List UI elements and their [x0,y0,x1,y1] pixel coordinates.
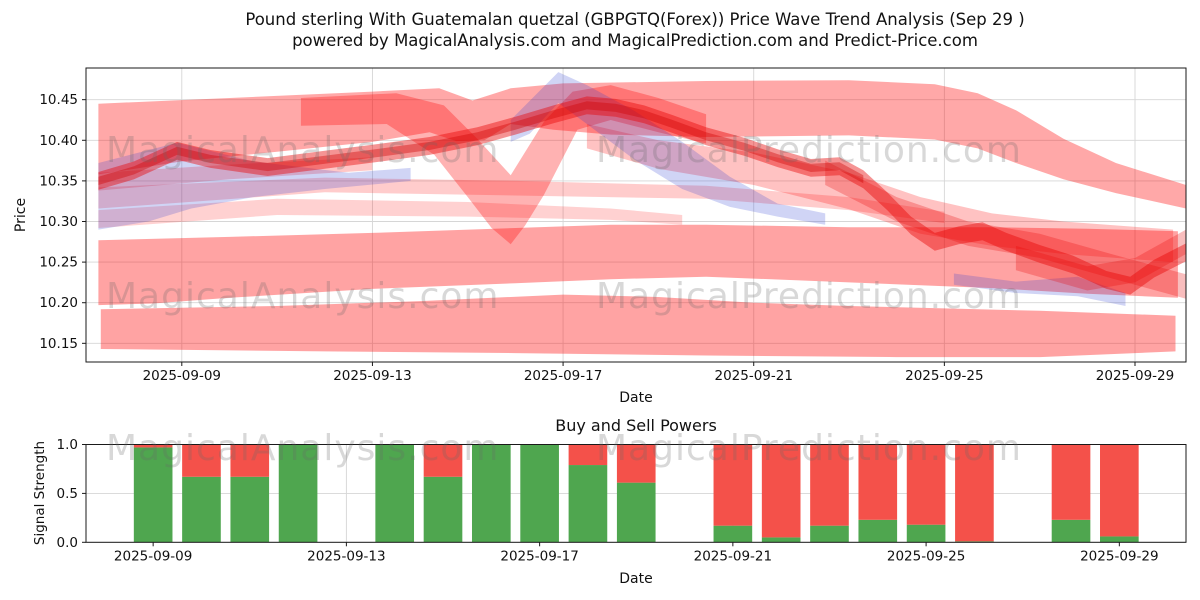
sell-power-bar [713,444,753,526]
cross-band-down [825,160,1186,299]
signal-axis-label: Signal Strength [32,440,48,546]
sell-power-bar [423,444,463,477]
sell-power-bar [761,444,801,538]
buy-power-bar [616,482,656,543]
signal-chart-title: Buy and Sell Powers [555,416,717,435]
buy-power-bar [471,444,511,543]
buy-power-bar [230,476,270,543]
x-tick-label: 2025-09-17 [500,548,578,564]
x-tick-label: 2025-09-29 [1080,548,1158,564]
sell-power-bar [568,444,608,466]
y-tick-label: 10.40 [39,133,78,149]
buy-power-bar [375,444,415,543]
price-chart-date-label: Date [619,390,653,406]
y-tick-label: 10.25 [39,255,78,271]
upper-forecast-band [98,80,1186,209]
watermark-analysis: MagicalAnalysis.com [106,276,500,317]
lower-band [100,294,1176,358]
buy-power-bar [520,444,559,543]
buy-power-bar [906,524,946,543]
x-tick-label: 2025-09-25 [887,548,965,564]
sell-power-bar [182,444,221,477]
y-tick-label: 10.15 [39,336,78,352]
watermark-prediction: MagicalPrediction.com [596,276,1022,317]
x-tick-label: 2025-09-13 [333,368,411,384]
signal-chart-date-label: Date [619,571,653,587]
plot-border [85,67,1187,363]
price-axis-label: Price [13,197,29,233]
fan-band-1 [98,177,945,224]
y-tick-label: 10.35 [39,173,78,189]
watermark-prediction: MagicalPrediction.com [596,130,1022,171]
x-tick-label: 2025-09-21 [714,368,792,384]
x-tick-label: 2025-09-09 [114,548,192,564]
mid-band [98,224,1178,306]
x-tick-label: 2025-09-25 [905,368,983,384]
buy-power-bar [761,537,801,543]
x-tick-label: 2025-09-21 [694,548,772,564]
sell-power-bar [616,444,656,483]
watermark-prediction: MagicalPrediction.com [596,428,1022,469]
buy-power-bar [810,525,849,543]
v-dip-band [300,85,707,245]
y-tick-label: 1.0 [57,437,78,453]
main-price-wave-core [98,101,864,185]
blue-band-right [953,273,1126,306]
y-tick-label: 10.45 [39,92,78,108]
y-tick-label: 10.20 [39,295,78,311]
watermark-analysis: MagicalAnalysis.com [106,428,500,469]
x-tick-label: 2025-09-09 [143,368,221,384]
sell-power-bar [955,444,994,542]
main-price-wave [98,96,1186,295]
figure-title-line1: Pound sterling With Guatemalan quetzal (… [245,10,1025,29]
descending-band [586,124,1174,263]
buy-power-bar [182,476,221,543]
sell-power-bar [858,444,898,520]
blue-band-left [98,142,411,230]
y-tick-label: 10.30 [39,214,78,230]
buy-power-bar [858,519,898,543]
fan-band-3 [98,157,373,191]
buy-power-bar [133,447,173,543]
cross-band-up [1015,229,1186,291]
figure-title: Pound sterling With Guatemalan quetzal (… [70,9,1200,51]
buy-power-bar [713,525,753,543]
sell-power-bar [133,444,173,448]
y-tick-label: 0.5 [57,486,78,502]
sell-power-bar [1100,444,1139,537]
buy-power-bar [423,476,463,543]
x-tick-label: 2025-09-29 [1096,368,1174,384]
sell-power-bar [1051,444,1091,520]
buy-power-bar [278,444,318,543]
x-tick-label: 2025-09-17 [524,368,602,384]
sell-power-bar [230,444,270,477]
sell-power-bar [906,444,946,525]
buy-power-bar [1100,536,1139,543]
figure-title-line2: powered by MagicalAnalysis.com and Magic… [292,31,978,50]
watermark-analysis: MagicalAnalysis.com [106,130,500,171]
x-tick-label: 2025-09-13 [307,548,385,564]
blue-band-peak [510,72,826,225]
sell-power-bar [810,444,849,526]
buy-power-bar [1051,519,1091,543]
fan-band-2 [98,198,683,228]
y-tick-label: 0.0 [57,535,78,551]
buy-power-bar [568,465,608,543]
